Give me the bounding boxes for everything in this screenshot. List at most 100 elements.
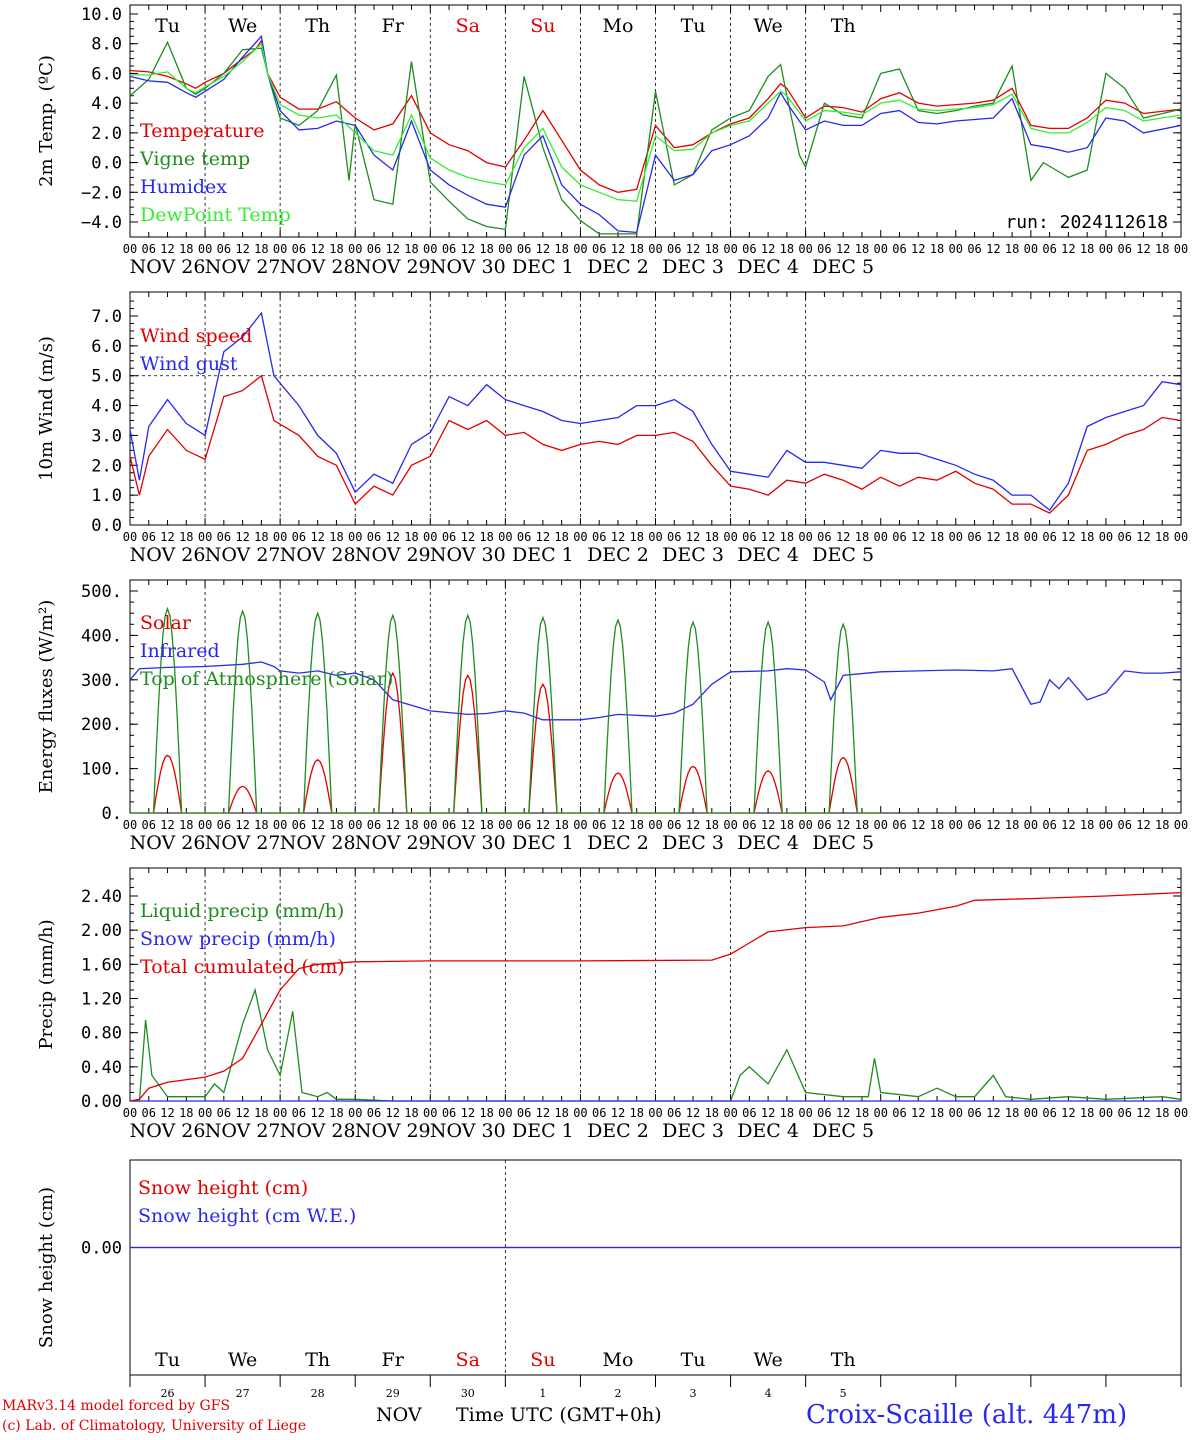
date-label: NOV 26	[130, 1120, 206, 1142]
hour-tick-label: 12	[310, 818, 324, 832]
hour-tick-label: 06	[442, 242, 456, 256]
hour-tick-label: 12	[686, 818, 700, 832]
hour-tick-label: 18	[404, 818, 418, 832]
y-tick-label: 2.40	[81, 887, 122, 907]
y-tick-label: 7.0	[91, 307, 122, 327]
hour-tick-label: 00	[723, 1106, 737, 1120]
hour-tick-label: 06	[967, 242, 981, 256]
date-label: DEC 5	[812, 1120, 874, 1142]
hour-tick-label: 00	[1099, 1106, 1113, 1120]
hour-tick-label: 18	[479, 242, 493, 256]
hour-tick-label: 00	[123, 242, 137, 256]
hour-tick-label: 00	[949, 530, 963, 544]
series-line	[130, 606, 881, 814]
hour-tick-label: 12	[386, 1106, 400, 1120]
date-label: DEC 5	[812, 544, 874, 566]
hour-tick-label: 12	[386, 818, 400, 832]
hour-tick-label: 06	[442, 818, 456, 832]
hour-tick-label: 06	[817, 1106, 831, 1120]
hour-tick-label: 06	[742, 1106, 756, 1120]
date-label: NOV 28	[280, 1120, 356, 1142]
date-label: NOV 30	[430, 256, 506, 278]
hour-tick-label: 18	[630, 818, 644, 832]
date-label: DEC 5	[812, 832, 874, 854]
date-label: DEC 4	[737, 1120, 799, 1142]
hour-tick-label: 12	[536, 818, 550, 832]
hour-tick-label: 06	[592, 242, 606, 256]
weekday-label: Tu	[681, 1349, 706, 1371]
hour-tick-label: 18	[1155, 530, 1169, 544]
hour-tick-label: 12	[235, 1106, 249, 1120]
hour-tick-label: 12	[310, 530, 324, 544]
series-line	[129, 40, 1182, 235]
date-label: NOV 30	[430, 1120, 506, 1142]
hour-tick-label: 06	[217, 818, 231, 832]
y-tick-label: 10.0	[81, 5, 122, 25]
hour-tick-label: 00	[1174, 530, 1188, 544]
hour-tick-label: 12	[310, 242, 324, 256]
hour-tick-label: 12	[1061, 242, 1075, 256]
hour-tick-label: 06	[217, 530, 231, 544]
hour-tick-label: 00	[198, 530, 212, 544]
hour-tick-label: 00	[423, 818, 437, 832]
time-axis-label: Time UTC (GMT+0h)	[456, 1404, 662, 1426]
day-number-label: 2	[614, 1387, 621, 1398]
hour-tick-label: 12	[235, 818, 249, 832]
hour-tick-label: 12	[1136, 818, 1150, 832]
hour-tick-label: 18	[780, 818, 794, 832]
hour-tick-label: 12	[536, 242, 550, 256]
legend-entry: Total cumulated (cm)	[140, 956, 345, 978]
legend-entry: Top of Atmosphere (Solar)	[140, 668, 393, 690]
hour-tick-label: 00	[1024, 818, 1038, 832]
hour-tick-label: 00	[123, 530, 137, 544]
hour-tick-label: 00	[348, 818, 362, 832]
legend-entry: Temperature	[140, 120, 264, 142]
hour-tick-label: 00	[949, 1106, 963, 1120]
date-label: DEC 1	[512, 832, 574, 854]
y-tick-label: 8.0	[91, 35, 122, 55]
y-tick-label: 0.40	[81, 1058, 122, 1078]
hour-tick-label: 00	[723, 818, 737, 832]
hour-tick-label: 12	[611, 818, 625, 832]
hour-tick-label: 18	[254, 818, 268, 832]
hour-tick-label: 18	[930, 818, 944, 832]
hour-tick-label: 06	[367, 530, 381, 544]
hour-tick-label: 18	[179, 530, 193, 544]
y-tick-label: 2.0	[91, 456, 122, 476]
hour-tick-label: 12	[761, 530, 775, 544]
date-label: DEC 1	[512, 256, 574, 278]
hour-tick-label: 12	[1061, 818, 1075, 832]
hour-tick-label: 00	[498, 1106, 512, 1120]
hour-tick-label: 00	[273, 242, 287, 256]
hour-tick-label: 00	[1099, 818, 1113, 832]
hour-tick-label: 12	[686, 530, 700, 544]
hour-tick-label: 00	[873, 818, 887, 832]
hour-tick-label: 06	[967, 530, 981, 544]
hour-tick-label: 00	[498, 530, 512, 544]
day-number-label: 1	[539, 1387, 546, 1398]
weekday-label: We	[753, 15, 782, 37]
hour-tick-label: 18	[479, 818, 493, 832]
hour-tick-label: 00	[573, 242, 587, 256]
weekday-label: Tu	[155, 15, 180, 37]
date-label: NOV 26	[130, 832, 206, 854]
legend-entry: Solar	[140, 612, 192, 634]
day-number-label: 28	[311, 1387, 325, 1398]
y-tick-label: 0.00	[81, 1239, 122, 1259]
hour-tick-label: 12	[160, 818, 174, 832]
hour-tick-label: 18	[1155, 818, 1169, 832]
hour-tick-label: 18	[404, 242, 418, 256]
hour-tick-label: 18	[855, 530, 869, 544]
hour-tick-label: 00	[123, 818, 137, 832]
weekday-label: Fr	[382, 15, 405, 37]
weekday-label: Tu	[681, 15, 706, 37]
date-label: DEC 2	[587, 832, 649, 854]
hour-tick-label: 12	[836, 1106, 850, 1120]
hour-tick-label: 06	[142, 1106, 156, 1120]
hour-tick-label: 06	[592, 818, 606, 832]
hour-tick-label: 18	[479, 1106, 493, 1120]
hour-tick-label: 12	[911, 1106, 925, 1120]
date-label: DEC 2	[587, 1120, 649, 1142]
hour-tick-label: 06	[592, 1106, 606, 1120]
hour-tick-label: 12	[310, 1106, 324, 1120]
